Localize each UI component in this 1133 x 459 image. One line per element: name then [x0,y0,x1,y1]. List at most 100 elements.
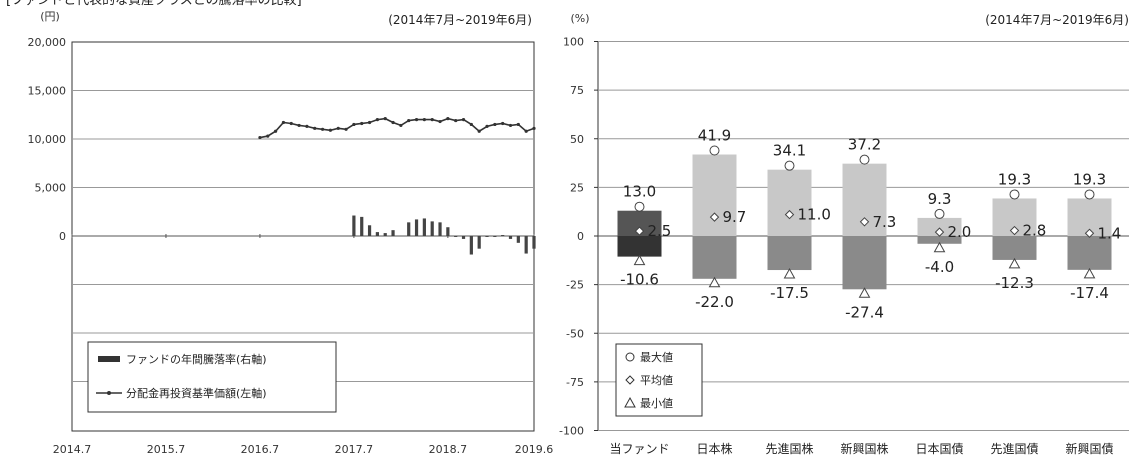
right-max-label: 34.1 [773,142,806,160]
right-avg-marker [784,209,795,220]
right-min-marker [1083,267,1096,279]
right-avg-marker [1084,228,1095,238]
left-nav-point [281,120,286,125]
left-nav-point [414,118,419,122]
left-nav-point [352,122,356,127]
right-min-marker [933,241,946,253]
left-annual-return-bar [501,235,505,236]
left-annual-return-bar [383,233,387,236]
right-max-label: 37.2 [848,136,881,154]
right-max-label: 19.3 [998,170,1031,188]
left-annual-return-bar [454,236,458,237]
left-x-tick-label: 2017.7 [335,443,374,456]
right-y-tick-label: -75 [566,376,584,389]
left-nav-point [422,118,426,122]
right-avg-label: 2.8 [1023,222,1047,240]
right-chart: (%) (2014年7月~2019年6月) 100 75 50 25 0 -25 -50 -7… [559,12,1129,456]
right-max-label: 9.3 [928,190,952,208]
right-unit-label: (%) [570,12,589,25]
legend-min-marker [624,396,636,408]
left-nav-point [360,121,364,126]
left-nav-point [266,134,270,138]
right-legend: 最大値 平均値 最小値 [615,343,703,417]
right-avg-label: 9.7 [723,208,747,226]
left-annual-return-bar [485,236,489,237]
right-min-marker [1008,257,1021,269]
right-category-label: 当ファンド [609,442,669,456]
left-annual-return-bar [414,219,419,236]
left-nav-point [461,118,466,122]
left-y-ticks: 20,000 15,000 10,000 5,000 0 [28,36,67,243]
left-x-tick-label: 2014.7 [53,443,92,456]
left-nav-point [258,135,262,140]
right-avg-marker [859,217,870,227]
right-y-tick-label: -100 [559,425,584,438]
left-nav-point [383,117,387,121]
left-nav-point [399,123,403,128]
legend-line-marker [107,391,111,395]
right-min-label: -4.0 [925,258,954,276]
right-avg-marker [709,212,720,222]
right-min-marker [858,287,871,298]
left-nav-point [430,118,434,122]
left-annual-return-bar [391,230,395,236]
left-annual-return-bar [477,236,481,249]
right-max-label: 41.9 [698,127,731,145]
right-min-label: -12.3 [995,274,1034,292]
left-annual-return-bar [516,236,520,243]
right-max-marker [1084,189,1095,200]
legend-max-label: 最大値 [640,350,673,364]
left-y-tick-label: 10,000 [28,133,67,146]
right-min-bar [917,236,962,244]
right-max-label: 19.3 [1073,170,1106,188]
legend-avg-marker [625,375,635,385]
left-x-ticks: 2014.7 2015.7 2016.7 2017.7 2018.7 2019.6 [53,234,553,456]
left-nav-point [469,122,473,127]
right-category-label: 新興国株 [840,441,888,456]
left-annual-return-bar [508,236,513,239]
right-y-tick-label: -50 [566,327,584,340]
right-min-label: -17.4 [1070,284,1109,302]
right-min-bar [992,236,1037,260]
left-legend-box [87,341,337,413]
left-nav-point [336,126,340,130]
right-min-marker [783,268,796,279]
left-nav-point [407,118,411,123]
left-nav-point [344,127,348,131]
left-nav-point [516,122,520,127]
left-nav-line [259,117,535,139]
left-annual-return-bar [407,222,411,236]
right-min-marker [633,254,646,266]
left-x-tick-label: 2016.7 [241,443,280,456]
left-annual-return-bar [493,236,497,237]
right-avg-marker [934,227,945,237]
left-nav-point [367,120,372,125]
right-avg-label: 7.3 [873,213,897,231]
right-max-marker [859,154,870,165]
left-nav-point [289,121,293,126]
left-nav-point [493,122,497,127]
left-annual-return-bar [438,222,442,236]
left-y-tick-label: 15,000 [28,85,67,98]
right-max-bar [767,169,812,236]
left-annual-return-bar [375,232,379,236]
right-category-label: 日本国債 [915,441,963,456]
right-max-marker [934,208,945,219]
legend-min-label: 最小値 [640,397,673,410]
left-nav-point [328,128,333,132]
left-nav-point [375,118,379,122]
left-annual-return-bar [430,221,434,236]
right-max-label: 13.0 [623,183,656,201]
left-x-tick-label: 2015.7 [147,443,186,456]
right-avg-label: 1.4 [1098,224,1122,242]
legend-avg-label: 平均値 [640,374,673,387]
left-nav-point [305,124,309,128]
left-nav-point [273,129,278,133]
right-max-bar [692,154,737,236]
legend-line-label: 分配金再投資基準価額(左軸) [126,386,267,400]
right-max-marker [634,201,645,212]
left-annual-return-bar [360,216,364,236]
left-annual-return-bar [367,225,372,236]
left-nav-point [438,119,442,124]
right-min-label: -22.0 [695,293,734,311]
